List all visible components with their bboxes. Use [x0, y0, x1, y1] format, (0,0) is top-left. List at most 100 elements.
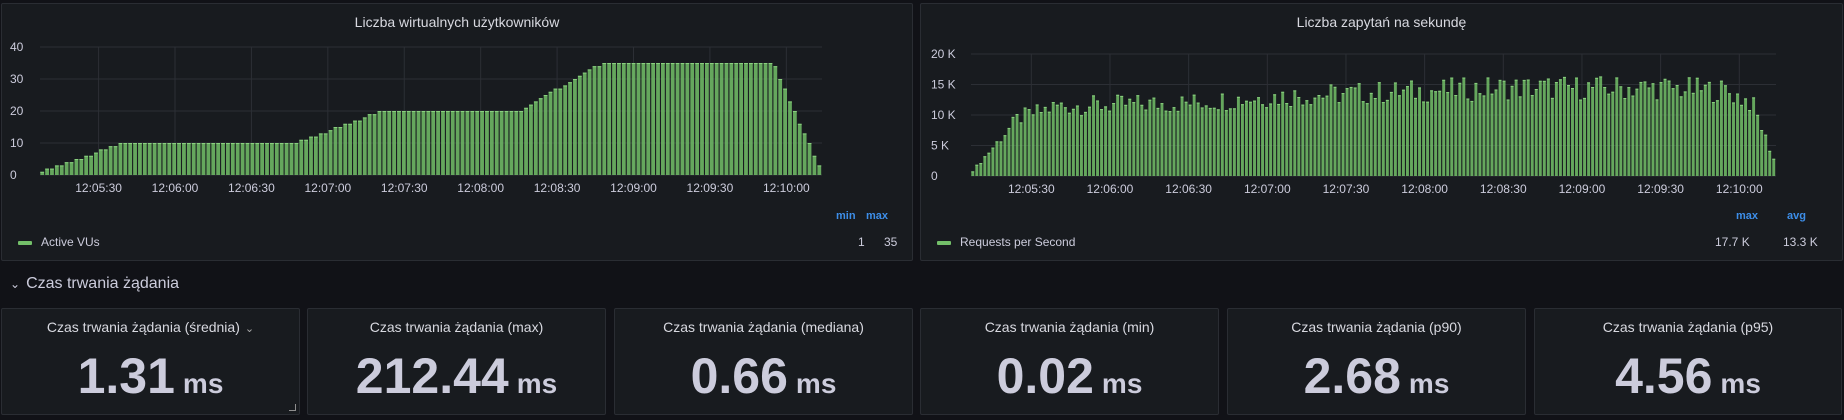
- data-bar-top: [1309, 104, 1313, 106]
- data-bar: [514, 111, 519, 175]
- data-bar-top: [1591, 87, 1595, 89]
- data-bar-top: [705, 63, 709, 64]
- data-bar-top: [1357, 83, 1361, 85]
- stat-title-min[interactable]: Czas trwania żądania (min): [984, 319, 1155, 335]
- data-bar: [991, 147, 995, 176]
- row-header-request-duration[interactable]: ⌄ Czas trwania żądania: [10, 275, 179, 293]
- data-bar: [1526, 79, 1530, 176]
- chevron-down-icon[interactable]: ⌄: [10, 277, 21, 291]
- data-bar-top: [186, 143, 191, 144]
- data-bar: [709, 63, 714, 175]
- data-bar-top: [338, 127, 343, 128]
- series-color-swatch-icon[interactable]: [937, 240, 951, 245]
- data-bar-top: [1663, 78, 1667, 80]
- data-bar: [1245, 100, 1248, 176]
- vus-legend-header-min[interactable]: min: [836, 210, 856, 222]
- data-bar: [1305, 100, 1309, 176]
- data-bar: [1740, 104, 1743, 176]
- data-bar-top: [362, 117, 367, 119]
- data-bar: [1450, 77, 1454, 176]
- rps-legend-header-avg[interactable]: avg: [1787, 210, 1806, 222]
- vus-panel-title[interactable]: Liczba wirtualnych użytkowników: [354, 14, 560, 30]
- data-bar: [59, 165, 64, 175]
- data-bar-top: [1277, 103, 1281, 105]
- data-bar-top: [1128, 98, 1132, 100]
- series-color-swatch-icon[interactable]: [18, 240, 32, 245]
- data-bar-top: [1007, 127, 1011, 129]
- rps-chart: 0 5 K 10 K 15 K 20 K 12:05:30 12:06:00 12:06:30…: [931, 47, 1776, 196]
- data-bar-top: [392, 111, 396, 112]
- data-bar-top: [245, 143, 250, 144]
- data-bar: [1756, 114, 1760, 176]
- data-bar-top: [1579, 99, 1582, 101]
- rps-panel-title[interactable]: Liczba zapytań na sekundę: [1296, 14, 1467, 30]
- data-bar: [1100, 109, 1104, 176]
- data-bar: [318, 133, 323, 175]
- data-bar: [1446, 92, 1450, 176]
- data-bar: [1160, 103, 1164, 176]
- rps-legend-item[interactable]: Requests per Second: [937, 235, 1075, 249]
- data-bar-top: [1273, 94, 1277, 96]
- data-bar-top: [1027, 109, 1031, 111]
- data-bar-top: [445, 111, 450, 112]
- data-bar: [1293, 90, 1297, 176]
- data-bar: [392, 111, 396, 175]
- data-bar-top: [196, 143, 201, 144]
- data-bar: [636, 63, 641, 175]
- data-bar-top: [1687, 77, 1691, 79]
- vus-legend-item[interactable]: Active VUs: [18, 235, 100, 249]
- data-bar-top: [1349, 86, 1353, 88]
- panel-menu-chevron-icon[interactable]: ⌄: [244, 323, 255, 335]
- stat-title-p95[interactable]: Czas trwania żądania (p95): [1602, 319, 1774, 335]
- x-tick-label: 12:07:00: [1244, 182, 1291, 196]
- data-bar: [1341, 93, 1345, 176]
- data-bar-top: [123, 143, 128, 144]
- data-bar-top: [147, 143, 152, 144]
- data-bar: [783, 88, 787, 175]
- data-bar-top: [524, 107, 528, 109]
- data-bar-top: [333, 127, 338, 128]
- data-bar: [1719, 80, 1723, 176]
- data-bar-top: [1752, 97, 1756, 99]
- data-bar: [118, 143, 123, 175]
- data-bar: [167, 143, 172, 175]
- rps-legend-header-max[interactable]: max: [1736, 210, 1759, 222]
- data-bar: [255, 143, 260, 175]
- data-bar-top: [592, 66, 597, 68]
- data-bar-top: [1740, 104, 1743, 106]
- data-bar: [1023, 107, 1027, 176]
- data-bar: [999, 141, 1003, 176]
- data-bar: [74, 159, 79, 175]
- data-bar-top: [1261, 104, 1265, 106]
- data-bar: [656, 63, 660, 175]
- data-bar: [406, 111, 411, 175]
- vus-legend-header-max[interactable]: max: [866, 210, 889, 222]
- data-bar: [1438, 90, 1442, 176]
- data-bar: [597, 66, 602, 175]
- data-bar-top: [1341, 93, 1345, 95]
- data-bar: [1635, 88, 1639, 176]
- stat-title-p90[interactable]: Czas trwania żądania (p90): [1291, 319, 1462, 335]
- stat-title-max[interactable]: Czas trwania żądania (max): [369, 319, 544, 335]
- data-bar-top: [1450, 77, 1454, 79]
- data-bar: [1454, 95, 1458, 176]
- data-bar: [778, 79, 783, 175]
- stat-title-avg[interactable]: Czas trwania żądania (średnia) ⌄: [46, 319, 255, 335]
- data-bar-top: [1607, 93, 1611, 95]
- data-bar-top: [401, 111, 406, 112]
- data-bar: [1128, 98, 1132, 176]
- data-bar: [788, 101, 792, 175]
- data-bar-top: [1518, 96, 1522, 98]
- data-bar-top: [1345, 88, 1349, 90]
- data-bar-top: [519, 111, 524, 112]
- data-bar-top: [1140, 104, 1144, 106]
- data-bar-top: [1554, 82, 1558, 84]
- data-bar: [1466, 98, 1470, 176]
- data-bar: [504, 111, 509, 175]
- data-bar-top: [1538, 80, 1542, 82]
- data-bar-top: [1317, 95, 1321, 97]
- data-bar-top: [1051, 102, 1055, 104]
- stat-title-median[interactable]: Czas trwania żądania (mediana): [663, 319, 864, 335]
- resize-handle-icon[interactable]: [289, 404, 296, 411]
- x-tick-label: 12:07:30: [1323, 182, 1370, 196]
